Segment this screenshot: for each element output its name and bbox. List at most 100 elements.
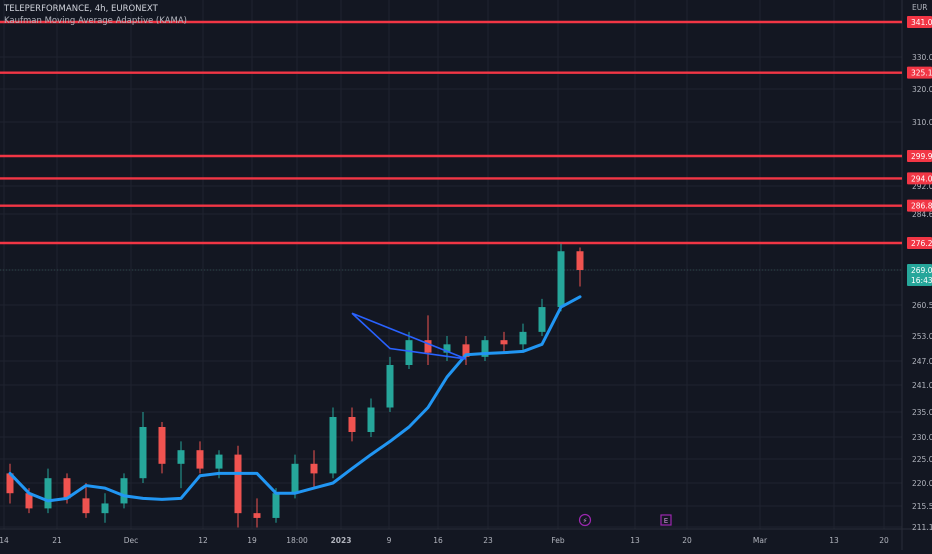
currency-label: EUR bbox=[912, 3, 927, 12]
candle[interactable] bbox=[291, 454, 299, 499]
time-tick-label: 21 bbox=[52, 536, 62, 545]
resistance-price-tag bbox=[907, 237, 932, 249]
symbol-title: TELEPERFORMANCE, 4h, EURONEXT bbox=[4, 4, 158, 14]
candle[interactable] bbox=[500, 331, 508, 353]
candle[interactable] bbox=[386, 356, 394, 412]
candle[interactable] bbox=[557, 243, 565, 312]
candle[interactable] bbox=[6, 463, 14, 504]
candle-body bbox=[196, 450, 204, 469]
candle[interactable] bbox=[177, 441, 185, 489]
candle[interactable] bbox=[101, 493, 109, 523]
indicator-title: Kaufman Moving Average Adaptive (KAMA) bbox=[4, 16, 187, 26]
time-tick-label: 2023 bbox=[331, 536, 352, 545]
candle-body bbox=[25, 493, 33, 509]
candle-body bbox=[82, 498, 90, 514]
resistance-price-tag bbox=[907, 199, 932, 212]
candle[interactable] bbox=[253, 498, 261, 528]
price-tick-label: 215.5 bbox=[912, 502, 932, 511]
resistance-price-label: 294.0 bbox=[911, 174, 932, 183]
price-tick-label: 320.0 bbox=[912, 85, 932, 94]
resistance-price-label: 325.1 bbox=[911, 69, 932, 78]
last-price-tag bbox=[907, 264, 932, 286]
price-tick-label: 284.6 bbox=[912, 210, 932, 219]
candle[interactable] bbox=[196, 441, 204, 474]
candle[interactable] bbox=[158, 422, 166, 474]
countdown-label: 16:43 bbox=[911, 276, 932, 285]
kama-line[interactable] bbox=[8, 295, 582, 503]
price-tick-label: 235.0 bbox=[912, 408, 932, 417]
candle-body bbox=[234, 454, 242, 514]
candle-body bbox=[291, 463, 299, 494]
last-price-label: 269.0 bbox=[911, 266, 932, 275]
candle-body bbox=[519, 331, 527, 345]
candle-body bbox=[538, 307, 546, 332]
price-tick-label: 220.0 bbox=[912, 479, 932, 488]
time-tick-label: Dec bbox=[124, 536, 139, 545]
candle[interactable] bbox=[462, 336, 470, 365]
triangle-pattern[interactable] bbox=[351, 312, 467, 360]
price-tick-label: 230.0 bbox=[912, 433, 932, 442]
candle-body bbox=[386, 365, 394, 408]
candle-body bbox=[158, 427, 166, 464]
candle[interactable] bbox=[481, 336, 489, 361]
candle[interactable] bbox=[348, 407, 356, 442]
candle-body bbox=[120, 478, 128, 504]
candle[interactable] bbox=[329, 407, 337, 479]
candle-body bbox=[253, 513, 261, 518]
candle[interactable] bbox=[234, 445, 242, 528]
time-tick-label: 16 bbox=[433, 536, 443, 545]
candle-body bbox=[557, 251, 565, 308]
candle-body bbox=[139, 427, 147, 479]
price-tick-label: 211.1 bbox=[912, 523, 932, 532]
candle-body bbox=[348, 417, 356, 432]
candle-body bbox=[424, 340, 432, 353]
candle-body bbox=[272, 493, 280, 518]
resistance-price-label: 286.8 bbox=[911, 202, 932, 211]
candle-body bbox=[310, 463, 318, 474]
candle-body bbox=[329, 417, 337, 474]
candle-body bbox=[481, 340, 489, 357]
dividend-event-icon: ⚡ bbox=[583, 517, 588, 525]
price-tick-label: 310.0 bbox=[912, 118, 932, 127]
resistance-price-label: 341.0 bbox=[911, 18, 932, 27]
candle[interactable] bbox=[120, 473, 128, 509]
time-tick-label: 9 bbox=[387, 536, 392, 545]
candle[interactable] bbox=[519, 323, 527, 353]
time-tick-label: 14 bbox=[0, 536, 9, 545]
time-tick-label: Feb bbox=[551, 536, 565, 545]
dividend-event-marker[interactable] bbox=[578, 513, 592, 527]
resistance-lines bbox=[0, 20, 902, 245]
time-tick-label: 23 bbox=[483, 536, 493, 545]
resistance-price-tag bbox=[907, 172, 932, 185]
candle[interactable] bbox=[82, 483, 90, 518]
time-tick-label: 18:00 bbox=[286, 536, 308, 545]
earnings-event-marker[interactable] bbox=[660, 514, 672, 526]
resistance-price-tag bbox=[907, 150, 932, 162]
price-tick-label: 247.0 bbox=[912, 357, 932, 366]
candle-body bbox=[63, 478, 71, 499]
resistance-price-label: 276.2 bbox=[911, 239, 932, 248]
price-tick-label: 260.5 bbox=[912, 301, 932, 310]
resistance-price-label: 299.9 bbox=[911, 152, 932, 161]
earnings-event-label: E bbox=[664, 517, 668, 525]
candle-body bbox=[367, 407, 375, 432]
candle[interactable] bbox=[367, 398, 375, 438]
event-markers: ⚡ E bbox=[578, 513, 672, 527]
time-tick-label: 20 bbox=[879, 536, 889, 545]
resistance-price-tag bbox=[907, 16, 932, 28]
time-tick-label: 12 bbox=[198, 536, 208, 545]
candle[interactable] bbox=[424, 315, 432, 365]
candles bbox=[6, 243, 584, 528]
price-tick-label: 330.0 bbox=[912, 53, 932, 62]
candle[interactable] bbox=[538, 298, 546, 336]
candle[interactable] bbox=[310, 450, 318, 489]
price-tick-label: 292.0 bbox=[912, 182, 932, 191]
candle-body bbox=[177, 450, 185, 464]
candle[interactable] bbox=[139, 412, 147, 483]
candle[interactable] bbox=[44, 468, 52, 514]
time-tick-label: 13 bbox=[630, 536, 640, 545]
candle[interactable] bbox=[576, 247, 584, 287]
resistance-price-tag bbox=[907, 66, 932, 79]
